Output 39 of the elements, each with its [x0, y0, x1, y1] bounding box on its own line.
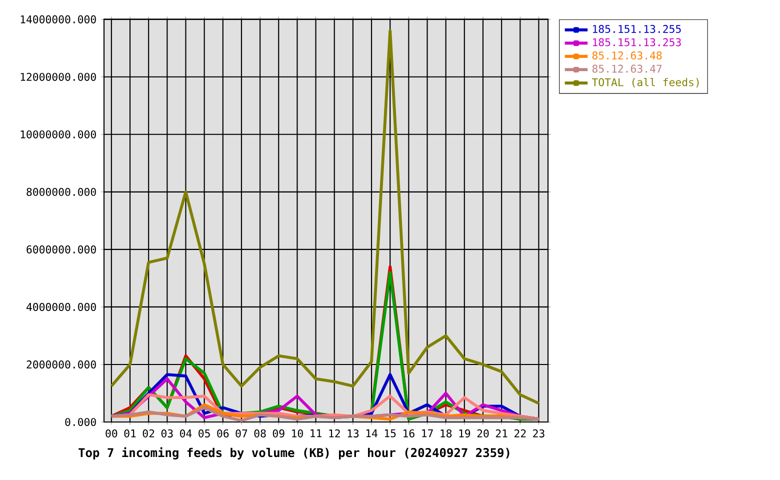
x-tick-label: 17 [422, 429, 433, 438]
x-tick-label: 16 [404, 429, 414, 438]
x-tick-label: 23 [533, 429, 544, 438]
x-tick-label: 00 [106, 429, 118, 438]
x-tick-label: 09 [272, 429, 284, 438]
y-tick-label: 14000000.000 [20, 15, 96, 24]
x-tick-label: 12 [329, 429, 340, 438]
x-tick-label: 02 [142, 429, 154, 438]
y-tick-label: 12000000.000 [20, 72, 96, 81]
legend-label: 85.12.63.48 [592, 51, 662, 60]
line-series [110, 29, 540, 405]
x-tick-label: 05 [198, 429, 210, 438]
x-tick-label: 04 [180, 429, 192, 438]
y-tick-label: 10000000.000 [20, 130, 96, 138]
y-tick-label: 6000000.000 [26, 245, 96, 254]
legend-label: 185.151.13.253 [593, 38, 681, 46]
x-tick-label: 03 [161, 429, 173, 438]
x-tick-label: 13 [348, 429, 359, 438]
legend-label: 85.12.63.47 [592, 64, 662, 73]
x-tick-label: 07 [236, 429, 248, 438]
y-tick-label: 4000000.000 [26, 302, 96, 311]
x-tick-label: 06 [217, 429, 229, 438]
x-tick-label: 11 [310, 429, 322, 438]
y-tick-label: 8000000.000 [26, 188, 96, 196]
x-tick-label: 20 [477, 429, 489, 438]
x-tick-label: 14 [366, 429, 378, 438]
legend-label: 185.151.13.255 [593, 24, 681, 33]
y-tick-label: 2000000.000 [26, 360, 96, 369]
x-tick-label: 19 [459, 429, 470, 438]
text: Top 7 incoming feeds by volume (KB) per hour (20240927 2359) [78, 447, 510, 460]
x-tick-label: 15 [384, 429, 396, 438]
legend-label: TOTAL (all feeds) [592, 78, 699, 88]
x-tick-label: 18 [440, 429, 452, 438]
x-tick-label: 22 [514, 429, 526, 438]
y-tick-label: 0.000 [65, 418, 96, 426]
x-tick-label: 21 [496, 429, 508, 438]
x-tick-label: 10 [292, 429, 303, 438]
x-tick-label: 01 [124, 429, 136, 438]
x-tick-label: 08 [254, 429, 266, 438]
